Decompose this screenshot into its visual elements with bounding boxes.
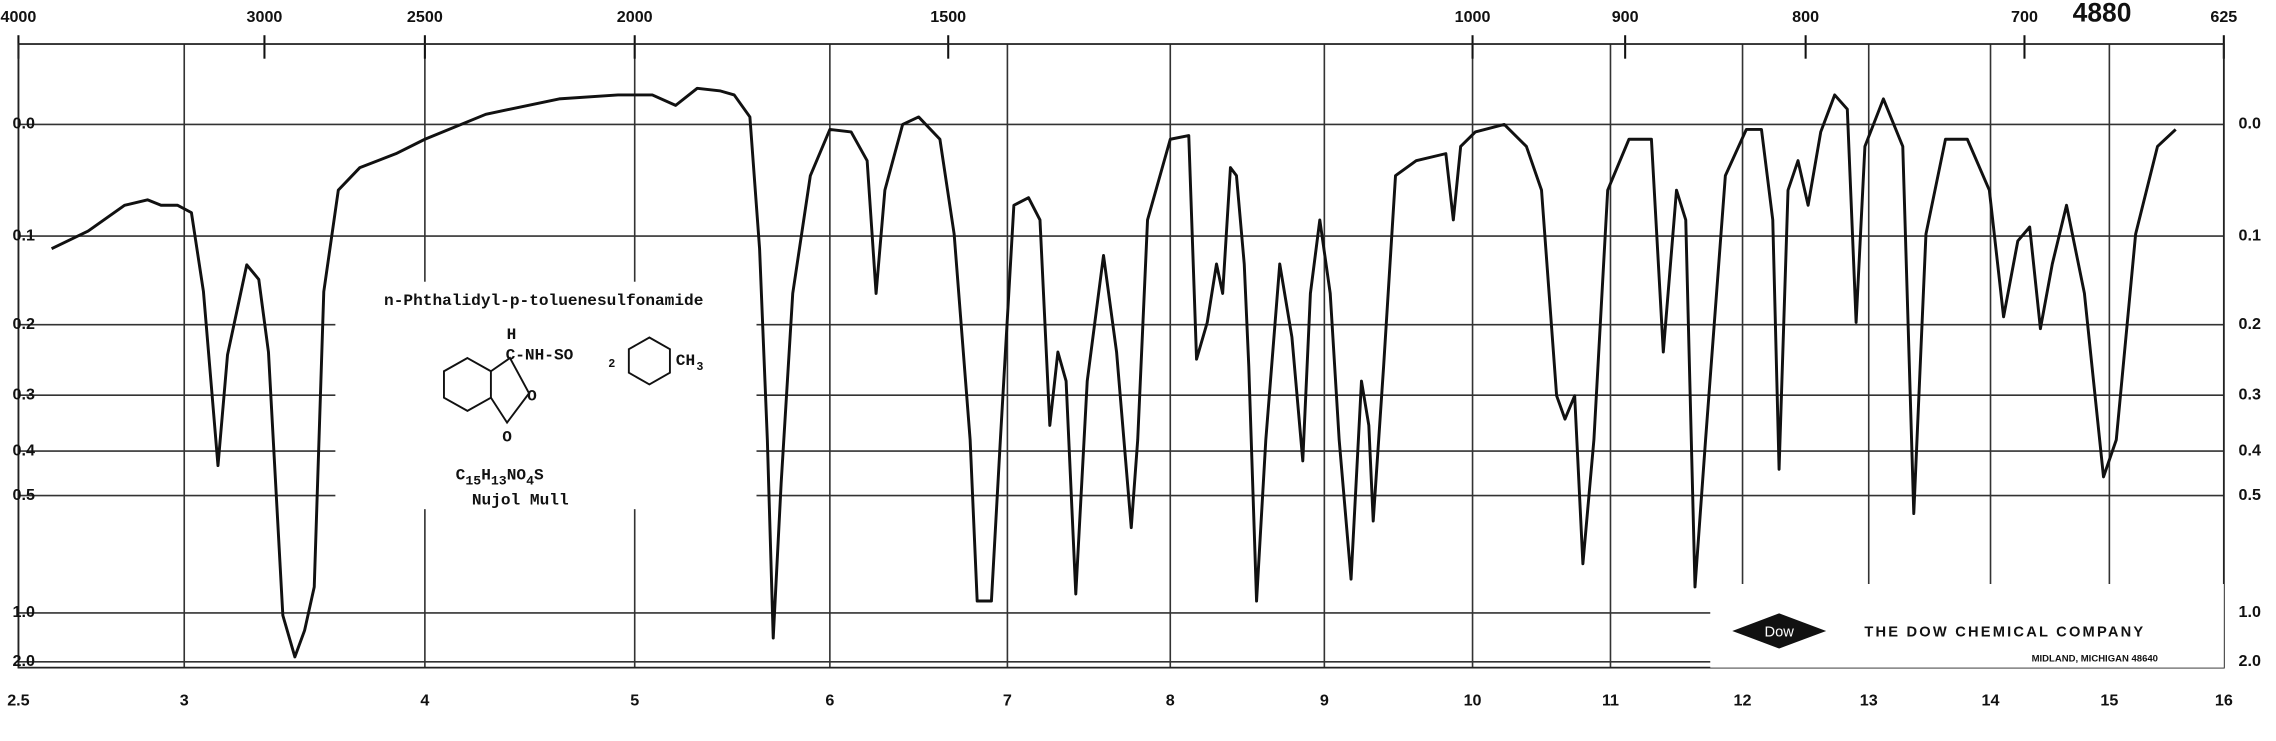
- plot-frame: [17, 43, 2225, 669]
- structure-label: H: [507, 326, 517, 344]
- curve-layer: [50, 86, 2177, 659]
- structure-label: 2: [608, 357, 615, 371]
- structure-label: C-NH-SO: [506, 346, 574, 364]
- formula-part: 13: [491, 474, 507, 489]
- y-tick-label: 0.4: [13, 441, 35, 459]
- formula-part: 15: [465, 474, 481, 489]
- x-tick-label: 11: [1602, 692, 1619, 710]
- x-tick-label: 10: [1464, 692, 1482, 710]
- compound-name: n-Phthalidyl-p-toluenesulfonamide: [384, 292, 703, 310]
- y-tick-label-right: 0.4: [2238, 441, 2260, 459]
- y-tick-label: 0.3: [13, 385, 35, 403]
- y-tick-label-right: 0.3: [2238, 385, 2260, 403]
- y-tick-label-right: 0.0: [2238, 115, 2260, 133]
- x2-tick-label: 625: [2210, 8, 2237, 26]
- x2-tick-label: 2000: [617, 8, 653, 26]
- x-tick-label: 12: [1734, 692, 1752, 710]
- spectrum-line: [50, 86, 2177, 659]
- compound-box: n-Phthalidyl-p-toluenesulfonamide H C-NH…: [335, 281, 757, 510]
- y-tick-label: 1.0: [13, 603, 35, 621]
- y-tick-label: 0.5: [13, 486, 35, 504]
- spectrum-number: 4880: [2073, 0, 2132, 28]
- x2-tick-label: 700: [2011, 8, 2038, 26]
- x2-tick-label: 2500: [407, 8, 443, 26]
- structure-label: 3: [696, 360, 703, 374]
- formula-part: C: [456, 467, 466, 485]
- y-tick-label: 0.2: [13, 315, 35, 333]
- logo-diamond: [1732, 613, 1827, 649]
- logo-text: Dow: [1765, 624, 1795, 640]
- x-tick-label: 16: [2215, 692, 2233, 710]
- x-tick-label: 4: [420, 692, 429, 710]
- formula: C15H13NO4S: [456, 467, 544, 489]
- formula-part: S: [534, 467, 544, 485]
- structure-label: CH: [676, 352, 695, 370]
- lactone-ring: [490, 356, 531, 425]
- x-tick-label: 5: [630, 692, 639, 710]
- y-tick-label-right: 0.1: [2238, 226, 2260, 244]
- x2-tick-label: 1000: [1455, 8, 1491, 26]
- x-tick-label: 6: [825, 692, 834, 710]
- x-tick-label: 7: [1003, 692, 1012, 710]
- company-location: MIDLAND, MICHIGAN 48640: [2032, 653, 2158, 664]
- x2-tick-label: 1500: [930, 8, 966, 26]
- toluene-ring: [627, 336, 671, 386]
- structure-label: O: [527, 387, 537, 405]
- company-box: Dow THE DOW CHEMICAL COMPANY MIDLAND, MI…: [1710, 583, 2224, 668]
- x-tick-label: 13: [1860, 692, 1878, 710]
- y-tick-label: 0.1: [13, 226, 35, 244]
- company-name: THE DOW CHEMICAL COMPANY: [1864, 624, 2145, 640]
- formula-part: H: [481, 467, 491, 485]
- x2-tick-label: 3000: [247, 8, 283, 26]
- x-tick-label: 2.5: [7, 692, 29, 710]
- x-tick-label: 14: [1982, 692, 2000, 710]
- y-tick-label: 2.0: [13, 652, 35, 670]
- formula-part: 4: [526, 474, 534, 489]
- medium: Nujol Mull: [472, 492, 569, 510]
- x2-tick-label: 800: [1792, 8, 1819, 26]
- x2-tick-label: 4000: [0, 8, 36, 26]
- axis-labels: 0.0 0.0 0.1 0.1 0.2 0.2 0.3 0.3 0.4 0.4 0.5 0.5 1.0 1…: [0, 8, 2260, 710]
- y-tick-label-right: 0.5: [2238, 486, 2260, 504]
- x2-tick-label: 900: [1612, 8, 1639, 26]
- y-tick-label-right: 1.0: [2238, 603, 2260, 621]
- y-tick-label-right: 2.0: [2238, 652, 2260, 670]
- y-tick-label: 0.0: [13, 115, 35, 133]
- y-tick-label-right: 0.2: [2238, 315, 2260, 333]
- compound-panel: [335, 281, 757, 510]
- x-tick-label: 3: [180, 692, 189, 710]
- structure-label: O: [502, 429, 512, 447]
- x-tick-label: 9: [1320, 692, 1329, 710]
- formula-part: NO: [507, 467, 527, 485]
- x-tick-label: 15: [2100, 692, 2118, 710]
- x-tick-label: 8: [1166, 692, 1175, 710]
